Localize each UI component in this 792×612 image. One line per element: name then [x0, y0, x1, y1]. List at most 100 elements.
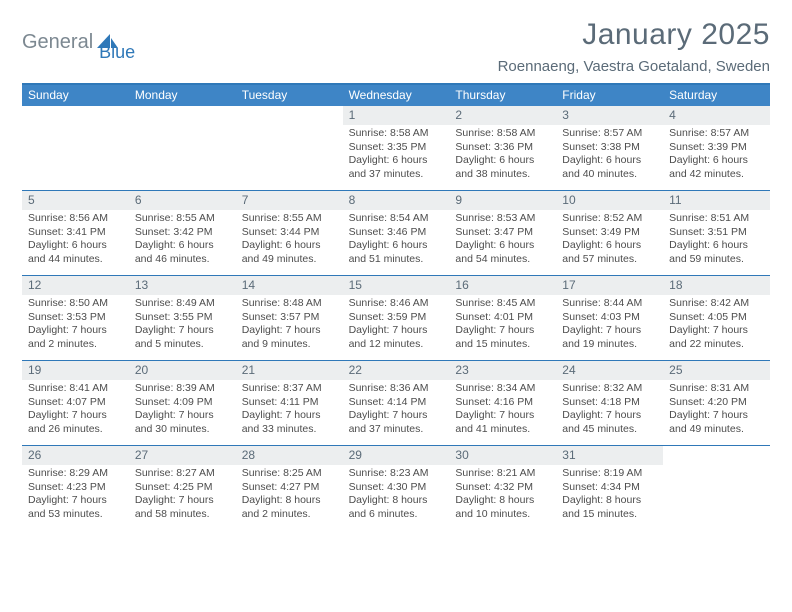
day-details: Sunrise: 8:51 AMSunset: 3:51 PMDaylight:… — [663, 212, 770, 267]
day-sunset: Sunset: 3:42 PM — [135, 226, 230, 240]
day-details: Sunrise: 8:48 AMSunset: 3:57 PMDaylight:… — [236, 297, 343, 352]
day-d2: and 41 minutes. — [455, 423, 550, 437]
day-d2: and 51 minutes. — [349, 253, 444, 267]
calendar-cell: 16 Sunrise: 8:45 AMSunset: 4:01 PMDayligh… — [449, 276, 556, 360]
day-d1: Daylight: 7 hours — [669, 409, 764, 423]
calendar-cell: 9Sunrise: 8:53 AMSunset: 3:47 PMDaylight… — [449, 191, 556, 275]
day-sunset: Sunset: 4:03 PM — [562, 311, 657, 325]
day-sunset: Sunset: 3:59 PM — [349, 311, 444, 325]
day-d2: and 15 minutes. — [562, 508, 657, 522]
calendar-cell: 5Sunrise: 8:56 AMSunset: 3:41 PMDaylight… — [22, 191, 129, 275]
calendar-cell: 21Sunrise: 8:37 AMSunset: 4:11 PMDayligh… — [236, 361, 343, 445]
day-details: Sunrise: 8:55 AMSunset: 3:44 PMDaylight:… — [236, 212, 343, 267]
day-sunset: Sunset: 4:34 PM — [562, 481, 657, 495]
day-number: 28 — [236, 446, 343, 465]
day-details: Sunrise: 8:29 AMSunset: 4:23 PMDaylight:… — [22, 467, 129, 522]
day-number: 31 — [556, 446, 663, 465]
calendar-cell: 30Sunrise: 8:21 AMSunset: 4:32 PMDayligh… — [449, 446, 556, 530]
day-d2: and 40 minutes. — [562, 168, 657, 182]
dayhead-tuesday: Tuesday — [236, 85, 343, 106]
day-details: Sunrise: 8:46 AMSunset: 3:59 PMDaylight:… — [343, 297, 450, 352]
day-number: 25 — [663, 361, 770, 380]
day-d1: Daylight: 7 hours — [349, 324, 444, 338]
day-details: Sunrise: 8:58 AMSunset: 3:36 PMDaylight:… — [449, 127, 556, 182]
day-d2: and 6 minutes. — [349, 508, 444, 522]
day-number: 22 — [343, 361, 450, 380]
day-d2: and 46 minutes. — [135, 253, 230, 267]
day-sunrise: Sunrise: 8:21 AM — [455, 467, 550, 481]
day-sunset: Sunset: 4:16 PM — [455, 396, 550, 410]
day-d1: Daylight: 7 hours — [455, 409, 550, 423]
day-d1: Daylight: 6 hours — [455, 239, 550, 253]
day-d1: Daylight: 6 hours — [28, 239, 123, 253]
day-number: 29 — [343, 446, 450, 465]
day-details: Sunrise: 8:55 AMSunset: 3:42 PMDaylight:… — [129, 212, 236, 267]
calendar-row: 1Sunrise: 8:58 AMSunset: 3:35 PMDaylight… — [22, 106, 770, 190]
day-d1: Daylight: 8 hours — [349, 494, 444, 508]
day-sunset: Sunset: 4:05 PM — [669, 311, 764, 325]
day-details: Sunrise: 8:42 AMSunset: 4:05 PMDaylight:… — [663, 297, 770, 352]
day-details: Sunrise: 8:58 AMSunset: 3:35 PMDaylight:… — [343, 127, 450, 182]
title-block: January 2025 Roennaeng, Vaestra Goetalan… — [498, 18, 770, 75]
calendar-cell: 29Sunrise: 8:23 AMSunset: 4:30 PMDayligh… — [343, 446, 450, 530]
day-sunset: Sunset: 3:44 PM — [242, 226, 337, 240]
logo-word-2: Blue — [99, 42, 135, 63]
calendar-cell: 3Sunrise: 8:57 AMSunset: 3:38 PMDaylight… — [556, 106, 663, 190]
day-details: Sunrise: 8:41 AMSunset: 4:07 PMDaylight:… — [22, 382, 129, 437]
calendar-cell: 6 Sunrise: 8:55 AMSunset: 3:42 PMDaylight… — [129, 191, 236, 275]
day-sunrise: Sunrise: 8:27 AM — [135, 467, 230, 481]
day-d2: and 12 minutes. — [349, 338, 444, 352]
calendar-cell: 26Sunrise: 8:29 AMSunset: 4:23 PMDayligh… — [22, 446, 129, 530]
day-details: Sunrise: 8:57 AMSunset: 3:38 PMDaylight:… — [556, 127, 663, 182]
day-d2: and 45 minutes. — [562, 423, 657, 437]
dayhead-saturday: Saturday — [663, 85, 770, 106]
day-d2: and 33 minutes. — [242, 423, 337, 437]
day-details: Sunrise: 8:44 AMSunset: 4:03 PMDaylight:… — [556, 297, 663, 352]
day-d2: and 30 minutes. — [135, 423, 230, 437]
day-d2: and 59 minutes. — [669, 253, 764, 267]
day-sunset: Sunset: 3:39 PM — [669, 141, 764, 155]
day-sunrise: Sunrise: 8:45 AM — [455, 297, 550, 311]
day-sunset: Sunset: 3:36 PM — [455, 141, 550, 155]
calendar-cell: 2Sunrise: 8:58 AMSunset: 3:36 PMDaylight… — [449, 106, 556, 190]
calendar-cell: 25Sunrise: 8:31 AMSunset: 4:20 PMDayligh… — [663, 361, 770, 445]
day-sunset: Sunset: 4:11 PM — [242, 396, 337, 410]
day-details: Sunrise: 8:53 AMSunset: 3:47 PMDaylight:… — [449, 212, 556, 267]
day-number: 6 — [129, 191, 236, 210]
generalblue-logo: General Blue — [22, 18, 135, 63]
day-d1: Daylight: 8 hours — [455, 494, 550, 508]
dayhead-wednesday: Wednesday — [343, 85, 450, 106]
day-sunrise: Sunrise: 8:53 AM — [455, 212, 550, 226]
day-details: Sunrise: 8:49 AMSunset: 3:55 PMDaylight:… — [129, 297, 236, 352]
calendar-cell: 31 Sunrise: 8:19 AMSunset: 4:34 PMDayligh… — [556, 446, 663, 530]
day-number: 12 — [22, 276, 129, 295]
day-details: Sunrise: 8:34 AMSunset: 4:16 PMDaylight:… — [449, 382, 556, 437]
day-sunrise: Sunrise: 8:25 AM — [242, 467, 337, 481]
calendar-cell: 4Sunrise: 8:57 AMSunset: 3:39 PMDaylight… — [663, 106, 770, 190]
day-number: 10 — [556, 191, 663, 210]
calendar-cell: 8Sunrise: 8:54 AMSunset: 3:46 PMDaylight… — [343, 191, 450, 275]
day-d2: and 57 minutes. — [562, 253, 657, 267]
calendar-cell — [236, 106, 343, 190]
calendar-row: 12Sunrise: 8:50 AMSunset: 3:53 PMDayligh… — [22, 275, 770, 360]
day-number: 11 — [663, 191, 770, 210]
calendar-cell: 18Sunrise: 8:42 AMSunset: 4:05 PMDayligh… — [663, 276, 770, 360]
calendar-cell: 15Sunrise: 8:46 AMSunset: 3:59 PMDayligh… — [343, 276, 450, 360]
day-details: Sunrise: 8:19 AMSunset: 4:34 PMDaylight:… — [556, 467, 663, 522]
day-details: Sunrise: 8:45 AMSunset: 4:01 PMDaylight:… — [449, 297, 556, 352]
dayhead-sunday: Sunday — [22, 85, 129, 106]
day-number: 13 — [129, 276, 236, 295]
day-d2: and 2 minutes. — [242, 508, 337, 522]
day-sunrise: Sunrise: 8:58 AM — [349, 127, 444, 141]
calendar-cell: 10Sunrise: 8:52 AMSunset: 3:49 PMDayligh… — [556, 191, 663, 275]
day-number: 16 — [449, 276, 556, 295]
calendar-cell: 12Sunrise: 8:50 AMSunset: 3:53 PMDayligh… — [22, 276, 129, 360]
day-sunset: Sunset: 3:35 PM — [349, 141, 444, 155]
day-sunset: Sunset: 4:01 PM — [455, 311, 550, 325]
day-number: 17 — [556, 276, 663, 295]
day-sunrise: Sunrise: 8:44 AM — [562, 297, 657, 311]
day-d1: Daylight: 8 hours — [242, 494, 337, 508]
day-sunrise: Sunrise: 8:57 AM — [669, 127, 764, 141]
day-sunrise: Sunrise: 8:31 AM — [669, 382, 764, 396]
calendar-cell: 17 Sunrise: 8:44 AMSunset: 4:03 PMDayligh… — [556, 276, 663, 360]
